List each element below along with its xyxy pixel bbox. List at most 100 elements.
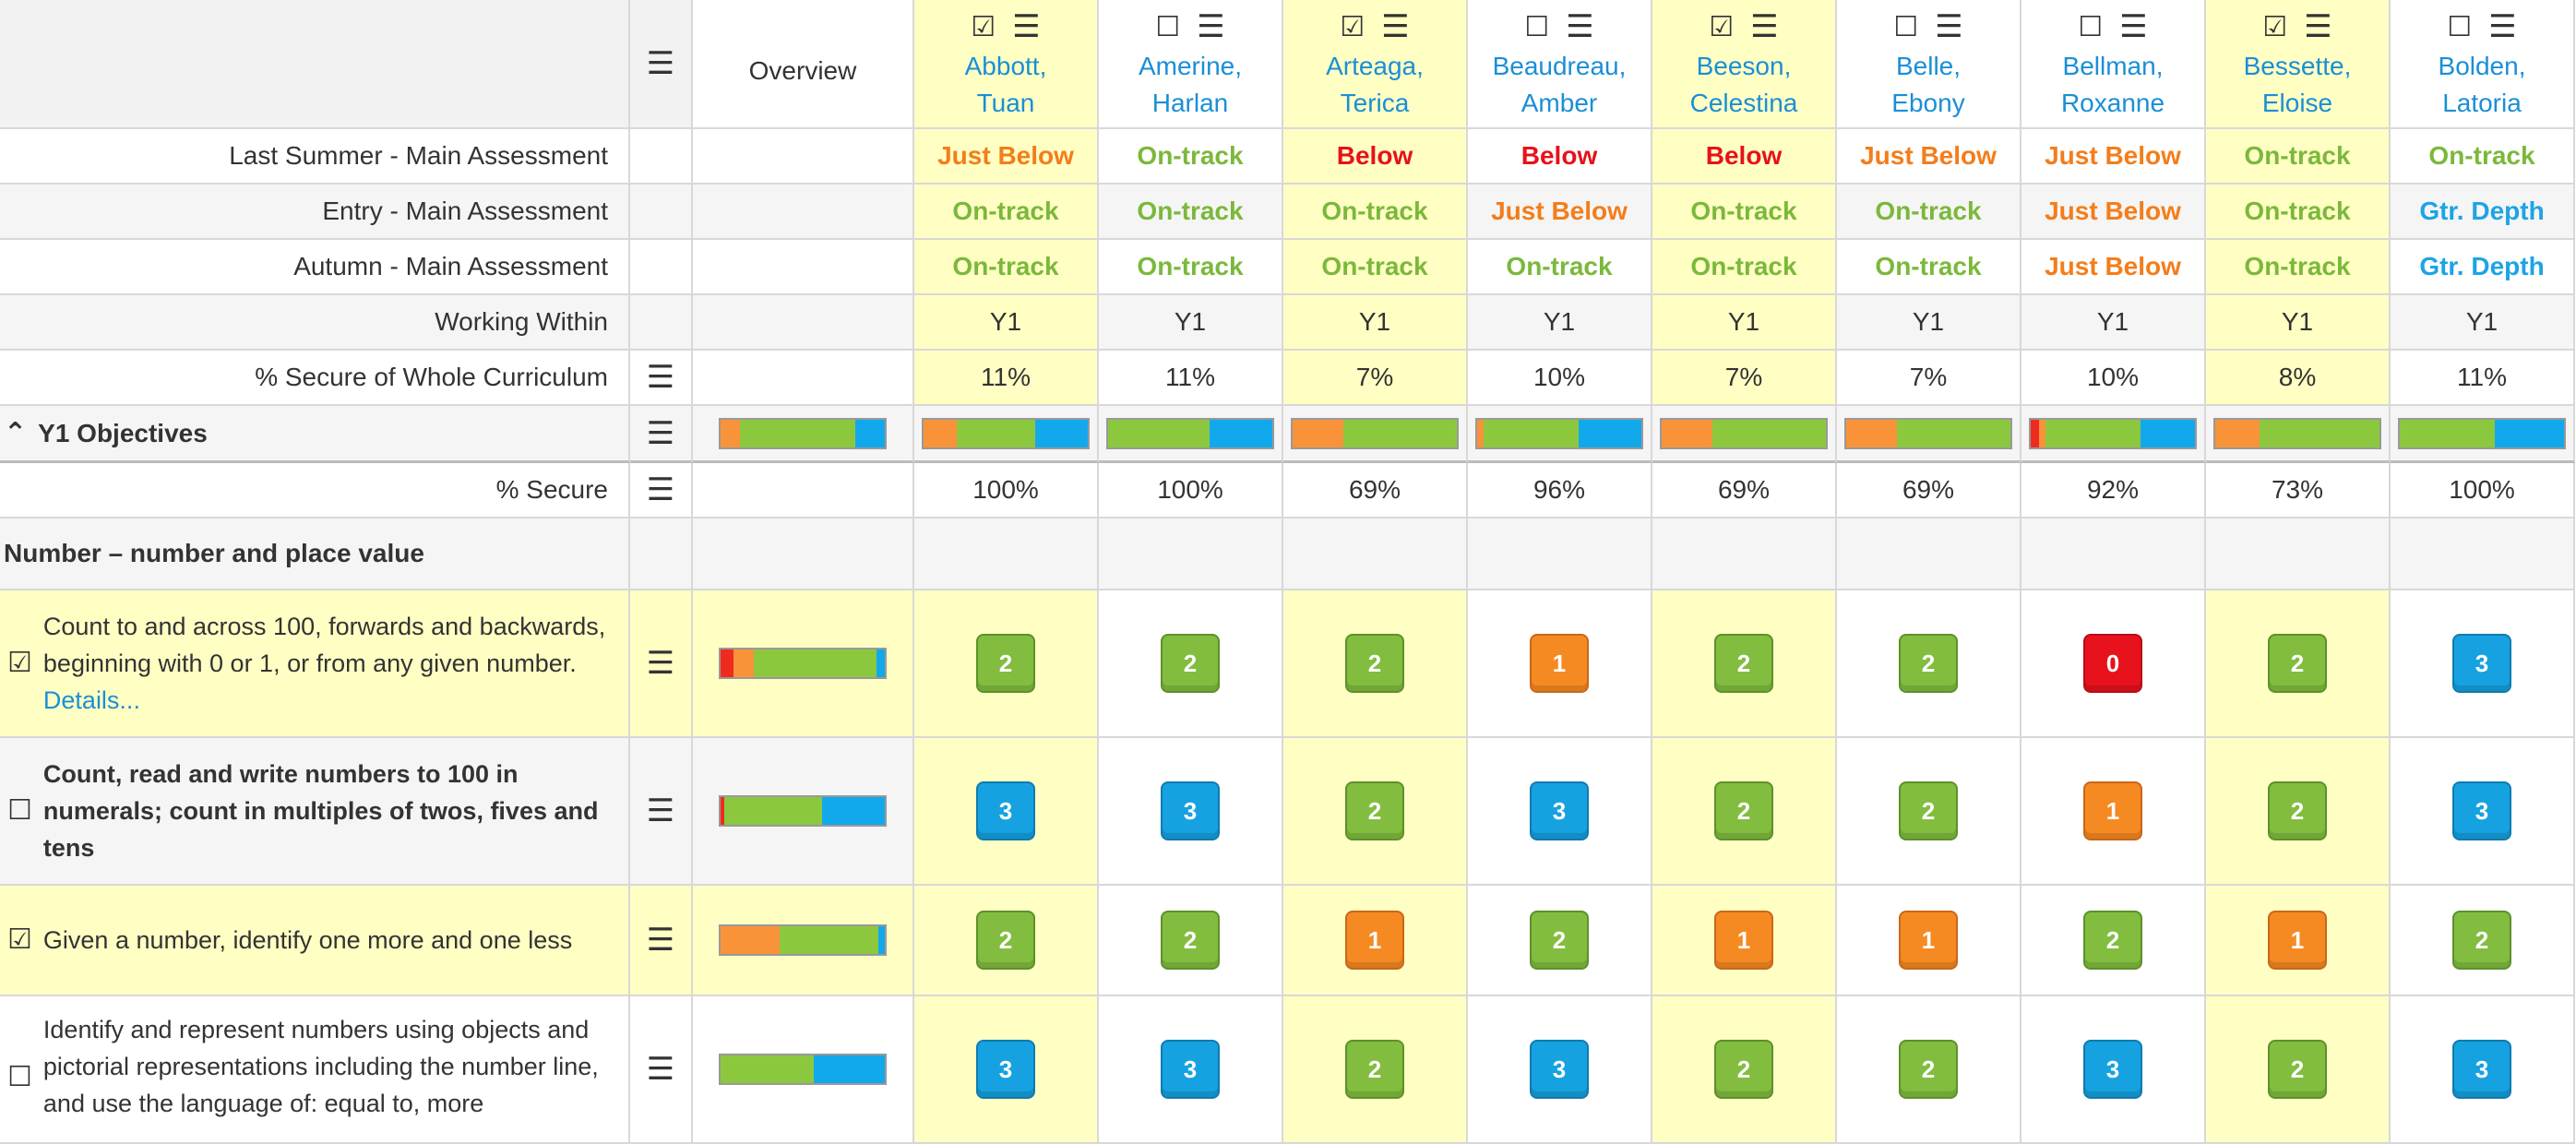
checkbox-empty-icon[interactable]: ☐ bbox=[2078, 10, 2104, 43]
score-cell[interactable]: 3 bbox=[1099, 738, 1283, 886]
student-firstname[interactable]: Amber bbox=[1521, 89, 1598, 117]
checkbox-empty-icon[interactable]: ☐ bbox=[1524, 10, 1550, 43]
menu-icon[interactable]: ☰ bbox=[646, 645, 675, 682]
score-badge[interactable]: 3 bbox=[976, 1040, 1035, 1099]
score-badge[interactable]: 2 bbox=[2452, 911, 2511, 970]
score-cell[interactable]: 2 bbox=[1837, 996, 2021, 1144]
menu-icon[interactable]: ☰ bbox=[646, 922, 675, 959]
student-surname[interactable]: Beeson, bbox=[1696, 52, 1792, 80]
chevron-double-up-icon[interactable]: ⌃ bbox=[4, 417, 28, 449]
menu-icon[interactable]: ☰ bbox=[2488, 8, 2517, 45]
menu-icon[interactable]: ☰ bbox=[646, 359, 675, 396]
score-cell[interactable]: 2 bbox=[1837, 590, 2021, 738]
score-cell[interactable]: 3 bbox=[914, 996, 1099, 1144]
student-surname[interactable]: Bellman, bbox=[2062, 52, 2164, 80]
score-cell[interactable]: 2 bbox=[1283, 996, 1468, 1144]
menu-icon[interactable]: ☰ bbox=[646, 414, 675, 452]
student-name-link[interactable]: Bolden, Latoria bbox=[2439, 48, 2526, 122]
score-cell[interactable]: 2 bbox=[2206, 996, 2391, 1144]
score-cell[interactable]: 2 bbox=[2021, 886, 2206, 996]
student-firstname[interactable]: Latoria bbox=[2442, 89, 2522, 117]
score-cell[interactable]: 2 bbox=[1652, 590, 1837, 738]
student-firstname[interactable]: Harlan bbox=[1151, 89, 1229, 117]
row-menu-button[interactable]: ☰ bbox=[630, 406, 693, 463]
score-badge[interactable]: 3 bbox=[2452, 1040, 2511, 1099]
score-cell[interactable]: 3 bbox=[2391, 590, 2575, 738]
score-cell[interactable]: 2 bbox=[1837, 738, 2021, 886]
score-badge[interactable]: 1 bbox=[1714, 911, 1773, 970]
checkbox-empty-icon[interactable]: ☐ bbox=[7, 1061, 32, 1093]
checkbox-checked-icon[interactable]: ☑ bbox=[2262, 10, 2288, 43]
score-badge[interactable]: 2 bbox=[1161, 911, 1220, 970]
student-name-link[interactable]: Abbott, Tuan bbox=[965, 48, 1047, 122]
checkbox-checked-icon[interactable]: ☑ bbox=[971, 10, 996, 43]
score-badge[interactable]: 2 bbox=[976, 634, 1035, 693]
student-firstname[interactable]: Tuan bbox=[976, 89, 1035, 117]
menu-icon[interactable]: ☰ bbox=[1197, 8, 1225, 45]
menu-icon[interactable]: ☰ bbox=[2304, 8, 2332, 45]
student-surname[interactable]: Bolden, bbox=[2438, 52, 2526, 80]
score-cell[interactable]: 2 bbox=[1099, 590, 1283, 738]
menu-icon[interactable]: ☰ bbox=[646, 1051, 675, 1088]
score-badge[interactable]: 1 bbox=[2268, 911, 2327, 970]
score-badge[interactable]: 1 bbox=[1345, 911, 1404, 970]
score-badge[interactable]: 2 bbox=[2268, 781, 2327, 840]
score-badge[interactable]: 2 bbox=[1345, 634, 1404, 693]
score-badge[interactable]: 3 bbox=[1161, 781, 1220, 840]
student-surname[interactable]: Beaudreau, bbox=[1492, 52, 1627, 80]
student-surname[interactable]: Bessette, bbox=[2243, 52, 2352, 80]
menu-icon[interactable]: ☰ bbox=[1566, 8, 1594, 45]
student-surname[interactable]: Belle, bbox=[1895, 52, 1962, 80]
student-name-link[interactable]: Bessette, Eloise bbox=[2244, 48, 2352, 122]
score-badge[interactable]: 3 bbox=[976, 781, 1035, 840]
student-surname[interactable]: Arteaga, bbox=[1326, 52, 1424, 80]
score-cell[interactable]: 1 bbox=[1652, 886, 1837, 996]
menu-icon[interactable]: ☰ bbox=[1381, 8, 1410, 45]
score-cell[interactable]: 2 bbox=[2206, 590, 2391, 738]
menu-icon[interactable]: ☰ bbox=[646, 45, 675, 82]
score-cell[interactable]: 2 bbox=[1283, 738, 1468, 886]
score-cell[interactable]: 3 bbox=[914, 738, 1099, 886]
score-badge[interactable]: 2 bbox=[1714, 1040, 1773, 1099]
checkbox-empty-icon[interactable]: ☐ bbox=[7, 794, 32, 827]
score-badge[interactable]: 2 bbox=[1530, 911, 1589, 970]
checkbox-empty-icon[interactable]: ☐ bbox=[2447, 10, 2473, 43]
score-cell[interactable]: 3 bbox=[2391, 738, 2575, 886]
student-firstname[interactable]: Terica bbox=[1340, 89, 1410, 117]
score-cell[interactable]: 2 bbox=[1099, 886, 1283, 996]
score-badge[interactable]: 3 bbox=[1530, 1040, 1589, 1099]
score-cell[interactable]: 1 bbox=[2021, 738, 2206, 886]
row-menu-button[interactable]: ☰ bbox=[630, 886, 693, 996]
menu-icon[interactable]: ☰ bbox=[2119, 8, 2148, 45]
row-menu-button[interactable]: ☰ bbox=[630, 590, 693, 738]
student-name-link[interactable]: Beeson, Celestina bbox=[1690, 48, 1798, 122]
score-badge[interactable]: 2 bbox=[1899, 1040, 1958, 1099]
score-badge[interactable]: 0 bbox=[2083, 634, 2142, 693]
student-firstname[interactable]: Eloise bbox=[2261, 89, 2333, 117]
score-cell[interactable]: 2 bbox=[2206, 738, 2391, 886]
student-surname[interactable]: Abbott, bbox=[964, 52, 1047, 80]
menu-icon[interactable]: ☰ bbox=[1935, 8, 1963, 45]
score-badge[interactable]: 2 bbox=[1345, 1040, 1404, 1099]
checkbox-checked-icon[interactable]: ☑ bbox=[7, 647, 32, 679]
score-cell[interactable]: 1 bbox=[1468, 590, 1652, 738]
score-badge[interactable]: 2 bbox=[2083, 911, 2142, 970]
score-badge[interactable]: 2 bbox=[1345, 781, 1404, 840]
header-menu-button[interactable]: ☰ bbox=[630, 0, 693, 129]
score-cell[interactable]: 3 bbox=[1468, 996, 1652, 1144]
score-badge[interactable]: 3 bbox=[1530, 781, 1589, 840]
score-badge[interactable]: 2 bbox=[976, 911, 1035, 970]
checkbox-empty-icon[interactable]: ☐ bbox=[1893, 10, 1919, 43]
row-menu-button[interactable]: ☰ bbox=[630, 463, 693, 518]
checkbox-checked-icon[interactable]: ☑ bbox=[1709, 10, 1735, 43]
menu-icon[interactable]: ☰ bbox=[1750, 8, 1779, 45]
checkbox-empty-icon[interactable]: ☐ bbox=[1155, 10, 1181, 43]
score-cell[interactable]: 2 bbox=[1283, 590, 1468, 738]
score-badge[interactable]: 1 bbox=[2083, 781, 2142, 840]
score-cell[interactable]: 1 bbox=[2206, 886, 2391, 996]
score-badge[interactable]: 3 bbox=[2452, 634, 2511, 693]
score-cell[interactable]: 2 bbox=[2391, 886, 2575, 996]
score-cell[interactable]: 3 bbox=[2391, 996, 2575, 1144]
student-firstname[interactable]: Celestina bbox=[1689, 89, 1798, 117]
score-cell[interactable]: 2 bbox=[1652, 996, 1837, 1144]
